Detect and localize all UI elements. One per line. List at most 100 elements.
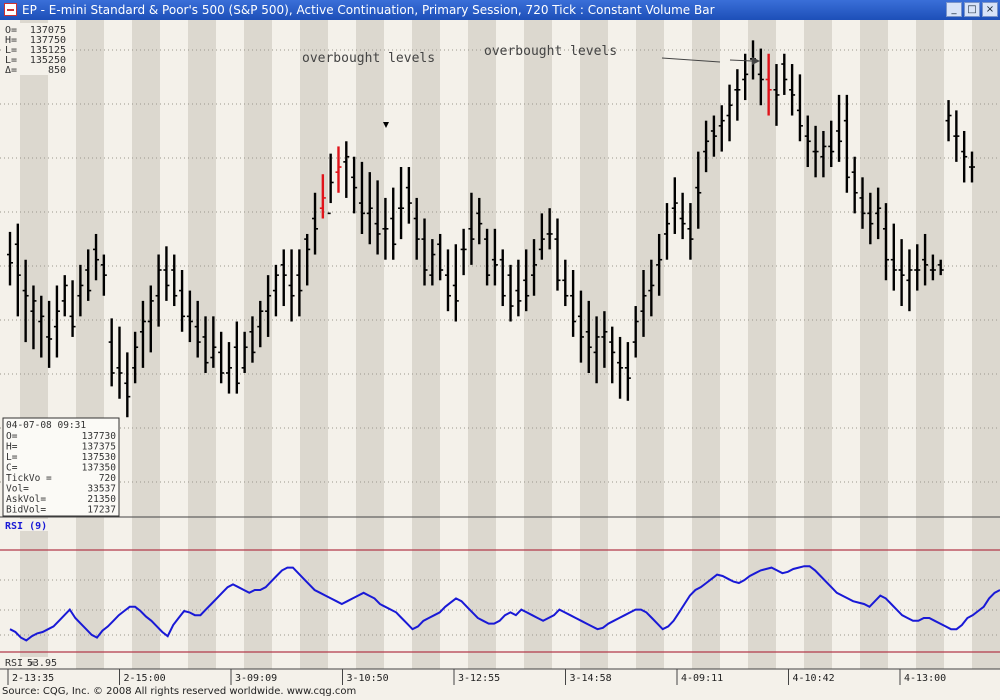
ohlc-bar [617,336,624,399]
data-window-value: 137730 [82,431,117,442]
arrow-head-icon [752,57,760,65]
chart-background [0,20,1000,686]
ohlc-bar [468,192,475,265]
price-chart-svg[interactable]: overbought levels overbought levels O= 1… [0,20,1000,686]
ohlc-bar [186,290,193,343]
ohlc-bar [132,331,139,384]
ohlc-bar [515,259,522,317]
ohlc-bar [585,300,592,373]
shade-band [300,20,328,669]
ohlc-bar [710,115,717,157]
ohlc-bar [609,326,616,384]
time-tick-label: 3-12:55 [458,673,500,684]
data-window-value: 33537 [87,484,116,495]
source-footer: Source: CQG, Inc. © 2008 All rights rese… [2,686,357,697]
ohlc-bar [882,203,889,281]
ohlc-bar [648,259,655,317]
time-tick-label: 3-10:50 [347,673,389,684]
close-button[interactable]: × [982,2,998,17]
shade-band [636,20,664,669]
ohlc-bar [937,259,944,276]
rsi-panel-label: RSI (9) [5,521,47,532]
shade-band [916,20,944,669]
ohlc-bar [726,84,733,142]
ohlc-bar [663,203,670,260]
ohlc-bar [296,249,303,317]
ohlc-value-l: 135125 [30,45,66,56]
shade-band [188,20,216,669]
rsi-readout-bg [3,657,59,668]
ohlc-bar [116,326,123,399]
ohlc-bar [147,285,154,353]
ohlc-bar [272,264,279,317]
rsi-series-line [9,565,1000,642]
ohlc-bar [969,151,975,183]
ohlc-bar [898,239,905,307]
data-window-value: 137375 [82,442,116,453]
shade-band [860,20,888,669]
ohlc-bar [546,208,553,250]
ohlc-bar [812,125,819,178]
window-title-bar: EP - E-mini Standard & Poor's 500 (S&P 5… [0,0,1000,20]
ohlc-bar [233,321,240,394]
data-window-value: 21350 [87,494,116,505]
ohlc-bar [343,141,350,198]
shade-band [76,20,104,669]
ohlc-bar [781,53,788,95]
ohlc-bar [640,270,647,337]
ohlc-bar [225,342,232,394]
data-window-label: Vol= [6,484,29,495]
minimize-button[interactable]: _ [946,2,962,17]
ohlc-bar [789,64,796,116]
ohlc-bar [7,231,13,286]
ohlc-bar [30,285,37,350]
shade-band [972,20,1000,669]
ohlc-bar [961,130,968,183]
ohlc-bar [265,275,272,337]
data-window-label: H= [6,442,18,453]
ohlc-bar [828,120,835,168]
ohlc-bar [241,331,248,373]
ohlc-bar [687,203,694,260]
ohlc-header-box: O= 137075 H= 137750 L= 135125 L= 135250 … [3,23,69,76]
data-window-box: 04-07-08 09:31 O= 137730 H= 137375 L= 137530 C… [2,417,120,517]
chart-window-icon [4,3,17,16]
ohlc-bar [171,254,178,307]
time-tick-label: 4-09:11 [681,673,723,684]
ohlc-bar [804,115,811,168]
ohlc-bar [421,218,428,286]
ohlc-bar [93,233,100,281]
chart-window: overbought levels overbought levels O= 1… [0,20,1000,700]
ohlc-bar [906,249,913,312]
ohlc-bar [765,53,772,116]
ohlc-bar [718,105,725,152]
data-window-value: 17237 [87,505,116,516]
rsi-readout-value: 53.95 [27,658,57,669]
ohlc-bar [499,249,506,307]
time-tick-label: 2-15:00 [124,673,166,684]
ohlc-bar [796,74,803,142]
ohlc-bar [108,318,115,387]
ohlc-bar [319,174,326,219]
time-tick-label: 2-13:35 [12,673,54,684]
ohlc-bar [194,300,201,358]
ohlc-label-delta: Δ= [5,65,17,76]
maximize-button[interactable]: □ [964,2,980,17]
ohlc-bar [53,285,60,358]
ohlc-bar [202,316,209,373]
ohlc-bar [77,264,84,317]
ohlc-bar [139,300,146,368]
ohlc-label-l: L= [5,45,17,56]
session-shading-bands [20,20,1000,669]
ohlc-bar [179,270,186,332]
ohlc-bar [757,48,764,106]
ohlc-value-h: 137750 [30,35,66,46]
ohlc-bar [163,246,170,301]
ohlc-bar [867,192,874,245]
ohlc-bar [444,249,451,312]
ohlc-header-bg [3,23,69,75]
ohlc-bar [476,197,483,245]
ohlc-bar [398,167,405,240]
ohlc-bar [405,167,412,224]
shade-band [244,20,272,669]
